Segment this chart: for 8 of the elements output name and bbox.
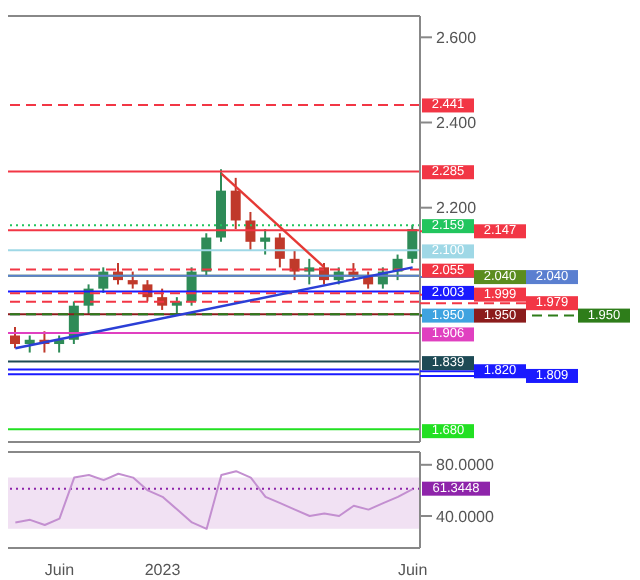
y-tick-label: 2.400 — [436, 114, 478, 133]
y-tick-label: 80.0000 — [436, 456, 495, 475]
x-tick-label: 2023 — [144, 561, 182, 580]
x-tick-label: Juin — [44, 561, 75, 580]
y-tick-label: 40.0000 — [436, 507, 495, 526]
y-tick-label: 2.600 — [436, 28, 478, 47]
x-tick-label: Juin — [397, 561, 428, 580]
y-tick-label: 2.200 — [436, 199, 478, 218]
